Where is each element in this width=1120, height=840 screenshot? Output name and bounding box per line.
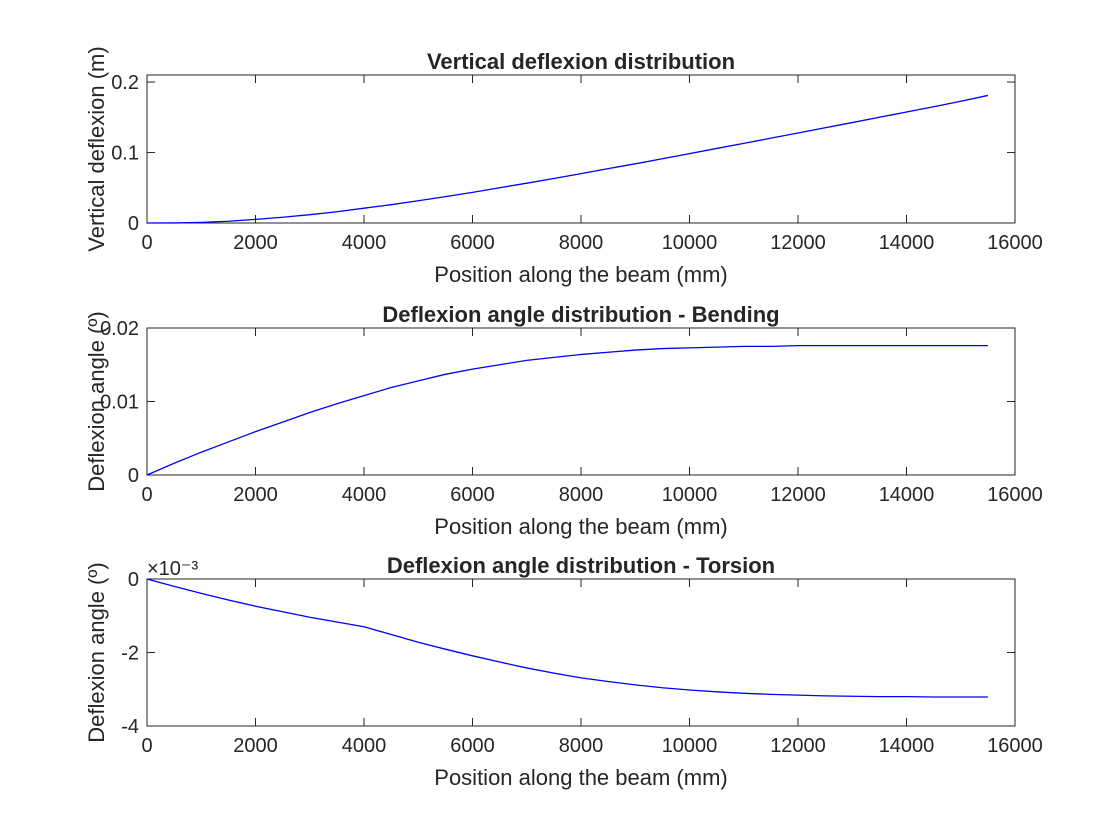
x-tick-label: 14000 bbox=[879, 232, 935, 254]
y-tick-label: -4 bbox=[121, 716, 139, 738]
x-tick-label: 16000 bbox=[987, 232, 1043, 254]
chart-panel-3: Deflexion angle distribution - Torsion 0 2… bbox=[84, 553, 1043, 790]
chart-panel-2: Deflexion angle distribution - Bending 0 2… bbox=[84, 302, 1043, 539]
series-line bbox=[146, 578, 988, 698]
axes-box bbox=[146, 327, 1016, 476]
x-tick-label: 4000 bbox=[342, 232, 387, 254]
x-tick-label: 12000 bbox=[770, 735, 826, 757]
x-axis-label: Position along the beam (mm) bbox=[434, 262, 727, 287]
y-tick-label: -2 bbox=[121, 643, 139, 665]
y-tick-label: 0.1 bbox=[111, 143, 139, 165]
axes-box bbox=[146, 74, 1016, 224]
y-tick-label: 0 bbox=[128, 213, 139, 235]
x-tick-label: 2000 bbox=[233, 232, 278, 254]
x-tick-label: 14000 bbox=[879, 735, 935, 757]
chart-title: Deflexion angle distribution - Torsion bbox=[387, 553, 775, 578]
y-axis-label: Deflexion angle (º) bbox=[84, 562, 109, 742]
y-axis-label: Deflexion angle (º) bbox=[84, 311, 109, 491]
x-tick-label: 2000 bbox=[233, 484, 278, 506]
x-tick-label: 8000 bbox=[559, 735, 604, 757]
x-tick-label: 2000 bbox=[233, 735, 278, 757]
y-axis-label: Vertical deflexion (m) bbox=[84, 46, 109, 251]
x-tick-label: 6000 bbox=[450, 484, 495, 506]
x-tick-label: 16000 bbox=[987, 484, 1043, 506]
x-tick-label: 4000 bbox=[342, 735, 387, 757]
y-tick-label: 0 bbox=[128, 465, 139, 487]
y-exponent-label: ×10⁻³ bbox=[147, 558, 198, 580]
y-tick-label: 0.2 bbox=[111, 72, 139, 94]
x-tick-label: 0 bbox=[141, 232, 152, 254]
x-tick-label: 10000 bbox=[662, 735, 718, 757]
x-tick-label: 4000 bbox=[342, 484, 387, 506]
x-tick-label: 6000 bbox=[450, 232, 495, 254]
x-tick-label: 12000 bbox=[770, 484, 826, 506]
y-tick-label: 0 bbox=[128, 569, 139, 591]
y-tick-label: 0.02 bbox=[100, 318, 139, 340]
x-tick-label: 12000 bbox=[770, 232, 826, 254]
x-tick-label: 10000 bbox=[662, 484, 718, 506]
axes-box bbox=[146, 578, 1016, 727]
x-tick-label: 0 bbox=[141, 735, 152, 757]
x-tick-label: 10000 bbox=[662, 232, 718, 254]
x-tick-label: 6000 bbox=[450, 735, 495, 757]
series-line bbox=[146, 94, 989, 224]
x-tick-label: 16000 bbox=[987, 735, 1043, 757]
x-tick-label: 0 bbox=[141, 484, 152, 506]
x-tick-label: 8000 bbox=[559, 232, 604, 254]
x-axis-label: Position along the beam (mm) bbox=[434, 765, 727, 790]
x-tick-label: 14000 bbox=[879, 484, 935, 506]
chart-title: Deflexion angle distribution - Bending bbox=[382, 302, 779, 327]
chart-panel-1: Vertical deflexion distribution 0 2000 4000… bbox=[84, 46, 1043, 287]
series-line bbox=[146, 344, 988, 476]
y-tick-label: 0.01 bbox=[100, 392, 139, 414]
x-axis-label: Position along the beam (mm) bbox=[434, 514, 727, 539]
x-tick-label: 8000 bbox=[559, 484, 604, 506]
chart-title: Vertical deflexion distribution bbox=[427, 49, 735, 74]
